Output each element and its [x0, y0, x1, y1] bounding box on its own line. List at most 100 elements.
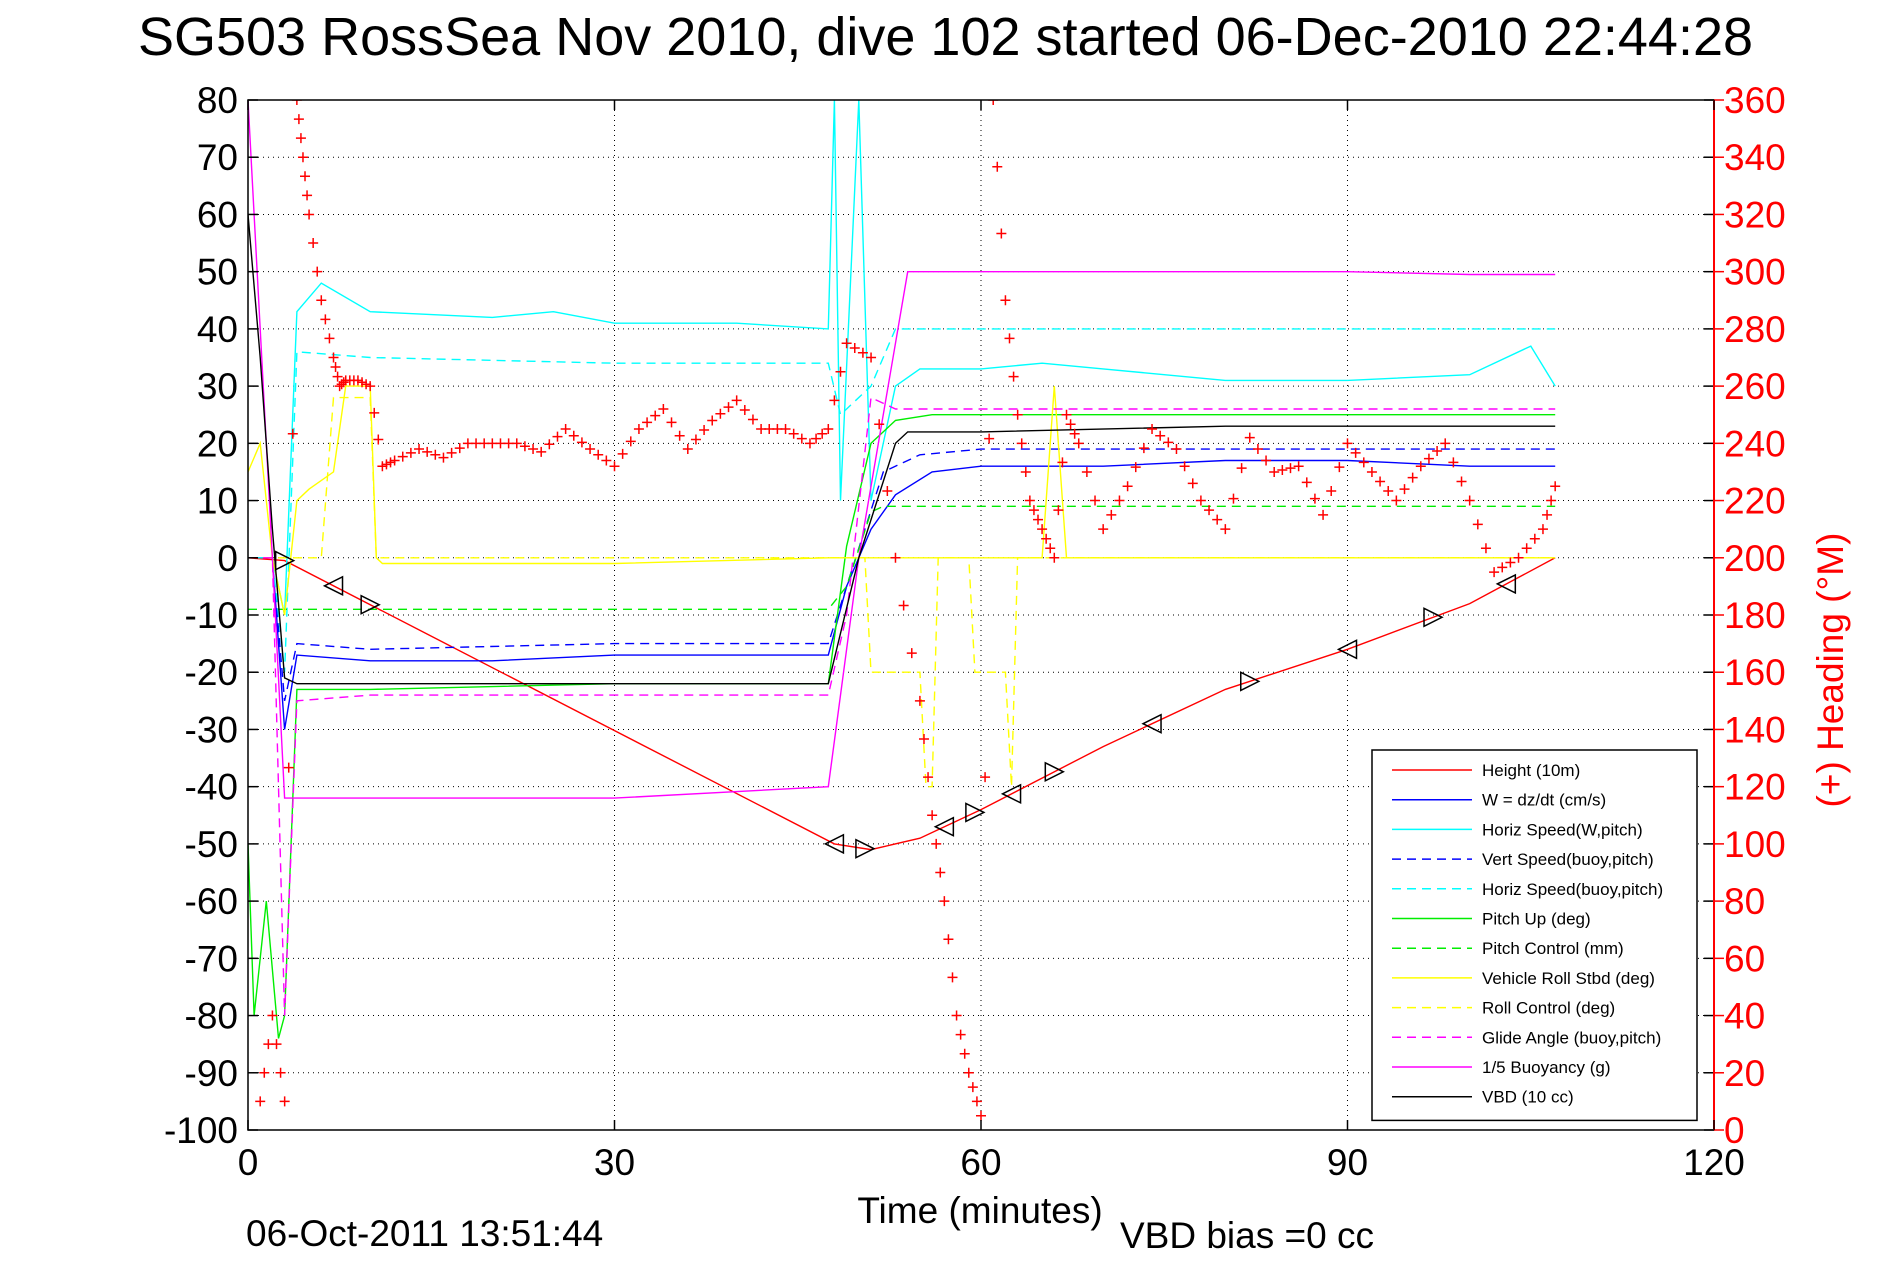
heading-point	[1037, 524, 1048, 535]
heading-point	[552, 431, 563, 442]
heading-point	[1521, 543, 1532, 554]
right-tick-label: 220	[1724, 481, 1786, 522]
heading-point	[275, 1067, 286, 1078]
series-pitch-control-mm	[248, 505, 1556, 610]
heading-point	[658, 404, 669, 414]
series-vbd-10-cc	[248, 214, 1556, 685]
heading-point	[1513, 552, 1524, 563]
right-y-axis: 3603403203002802602402202001801601401201…	[1713, 80, 1786, 1151]
heading-point	[528, 444, 539, 455]
heading-point	[849, 342, 860, 353]
heading-point	[935, 867, 946, 878]
heading-point	[642, 417, 653, 428]
heading-point	[295, 133, 306, 144]
heading-point	[279, 1096, 290, 1107]
heading-point	[291, 100, 302, 105]
dive-marker	[933, 816, 955, 837]
legend-label: Pitch Control (mm)	[1482, 939, 1624, 958]
grid-lines	[248, 100, 1714, 1130]
heading-point	[1024, 495, 1035, 506]
heading-point	[1236, 463, 1247, 474]
heading-point	[397, 451, 408, 462]
chart-title: SG503 RossSea Nov 2010, dive 102 started…	[137, 7, 1754, 67]
right-tick-label: 0	[1724, 1110, 1745, 1151]
series-horiz-speed-w-pitch	[248, 100, 1556, 616]
right-tick-label: 100	[1724, 824, 1786, 865]
heading-point	[1350, 447, 1361, 458]
heading-point	[283, 762, 294, 773]
heading-point	[414, 444, 425, 455]
heading-point	[1033, 514, 1044, 525]
heading-point	[1179, 461, 1190, 472]
heading-point	[1432, 445, 1443, 456]
heading-point	[338, 377, 349, 388]
heading-point	[715, 408, 726, 419]
right-tick-label: 120	[1724, 767, 1786, 808]
heading-point	[328, 352, 339, 363]
heading-point	[1061, 409, 1072, 420]
heading-point	[967, 1082, 978, 1093]
heading-point	[923, 772, 934, 783]
heading-point	[1550, 481, 1561, 492]
heading-point	[650, 410, 661, 421]
heading-point	[699, 424, 710, 435]
heading-point	[674, 430, 685, 441]
heading-point	[1212, 514, 1223, 525]
heading-point	[1122, 481, 1133, 492]
heading-point	[1334, 462, 1345, 473]
heading-point	[1244, 432, 1255, 443]
heading-point	[1497, 562, 1508, 573]
heading-point	[1012, 409, 1023, 420]
dive-marker	[1044, 761, 1065, 783]
right-tick-label: 280	[1724, 309, 1786, 350]
heading-point	[1269, 466, 1280, 477]
heading-point	[984, 433, 995, 444]
x-tick-label: 90	[1327, 1142, 1368, 1183]
dive-marker	[1423, 607, 1444, 628]
heading-point	[593, 449, 604, 460]
heading-point	[316, 295, 327, 306]
left-tick-label: 10	[197, 481, 238, 522]
right-tick-label: 320	[1724, 194, 1786, 235]
heading-point	[1480, 543, 1491, 554]
heading-point	[1004, 333, 1015, 344]
heading-point	[1228, 493, 1239, 504]
right-tick-label: 240	[1724, 423, 1786, 464]
x-tick-label: 60	[960, 1142, 1001, 1183]
heading-point	[1130, 462, 1141, 473]
dive-marker	[1141, 713, 1162, 734]
heading-point	[271, 1039, 282, 1050]
heading-point	[438, 452, 449, 463]
heading-point	[1489, 567, 1500, 578]
right-tick-label: 60	[1724, 938, 1765, 979]
heading-point	[302, 190, 313, 201]
heading-point	[1440, 438, 1451, 449]
right-tick-label: 80	[1724, 881, 1765, 922]
heading-point	[1342, 438, 1353, 449]
left-tick-label: -10	[185, 595, 238, 636]
heading-point	[927, 810, 938, 821]
x-axis: 0 30 60 90 120	[238, 100, 1745, 1183]
heading-point	[747, 414, 758, 425]
heading-point	[1464, 495, 1475, 506]
heading-point	[1053, 505, 1064, 516]
heading-point	[1542, 509, 1553, 520]
heading-point	[1366, 466, 1377, 477]
heading-point	[780, 424, 791, 435]
x-tick-label: 0	[238, 1142, 259, 1183]
heading-point	[707, 415, 718, 426]
heading-point	[857, 347, 868, 358]
heading-point	[951, 1010, 962, 1021]
heading-point	[804, 438, 815, 449]
heading-point	[297, 152, 308, 163]
heading-point	[796, 433, 807, 444]
heading-point	[898, 600, 909, 611]
heading-point	[304, 209, 315, 220]
heading-point	[1505, 557, 1516, 568]
heading-point	[996, 228, 1007, 239]
heading-point	[267, 1010, 278, 1021]
right-tick-label: 20	[1724, 1053, 1765, 1094]
heading-point	[1318, 509, 1329, 520]
heading-point	[1090, 495, 1101, 506]
heading-point	[959, 1048, 970, 1059]
